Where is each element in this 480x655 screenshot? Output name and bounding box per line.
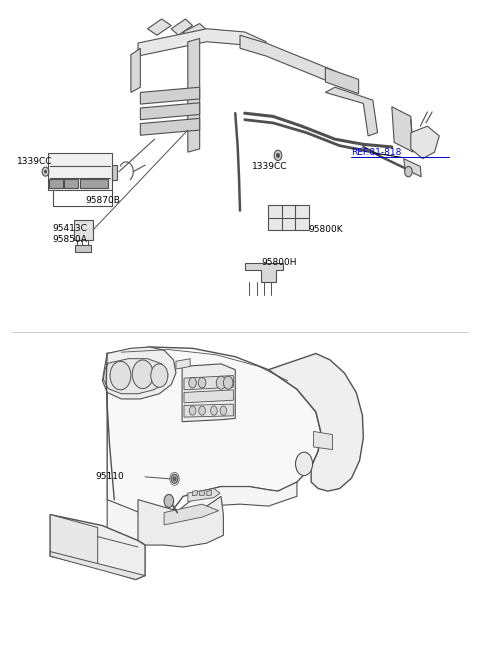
Polygon shape [140, 87, 200, 104]
Polygon shape [200, 491, 204, 496]
Polygon shape [49, 179, 62, 188]
Circle shape [171, 474, 178, 483]
Polygon shape [131, 48, 140, 92]
Polygon shape [192, 491, 197, 496]
Circle shape [220, 406, 227, 415]
Circle shape [296, 452, 312, 476]
Text: 95870B: 95870B [86, 196, 120, 205]
Polygon shape [138, 29, 266, 56]
Polygon shape [50, 515, 97, 568]
Circle shape [199, 406, 205, 415]
Polygon shape [107, 482, 297, 545]
Polygon shape [64, 179, 78, 188]
Text: 95800H: 95800H [261, 258, 297, 267]
Polygon shape [48, 153, 112, 190]
Polygon shape [188, 39, 200, 152]
Polygon shape [147, 19, 171, 35]
Polygon shape [325, 87, 378, 136]
Polygon shape [80, 179, 108, 188]
Polygon shape [245, 263, 283, 282]
Polygon shape [313, 432, 333, 449]
Polygon shape [184, 404, 233, 417]
Circle shape [276, 153, 279, 157]
Polygon shape [171, 19, 192, 35]
Circle shape [173, 477, 176, 481]
Polygon shape [140, 103, 200, 120]
Polygon shape [183, 24, 207, 39]
Text: REF.81-818: REF.81-818 [351, 148, 402, 157]
Text: 95413C: 95413C [53, 224, 87, 233]
Text: 95110: 95110 [96, 472, 124, 481]
Text: 95800K: 95800K [309, 225, 343, 234]
Circle shape [189, 377, 196, 388]
Circle shape [151, 364, 168, 387]
Polygon shape [184, 390, 233, 403]
Polygon shape [102, 347, 176, 399]
Polygon shape [404, 159, 421, 177]
Polygon shape [176, 359, 190, 369]
Circle shape [132, 360, 153, 388]
Circle shape [189, 406, 196, 415]
Circle shape [45, 170, 47, 173]
Polygon shape [392, 107, 413, 152]
Text: 1339CC: 1339CC [17, 157, 52, 166]
Polygon shape [268, 206, 309, 230]
Polygon shape [240, 35, 335, 84]
Circle shape [211, 406, 217, 415]
Polygon shape [112, 165, 117, 180]
Text: 1339CC: 1339CC [252, 162, 288, 171]
Polygon shape [188, 489, 220, 502]
Circle shape [110, 362, 131, 390]
Circle shape [198, 377, 206, 388]
Circle shape [223, 376, 233, 389]
Polygon shape [182, 364, 235, 422]
Polygon shape [103, 359, 168, 394]
Polygon shape [50, 552, 145, 580]
Circle shape [164, 495, 174, 508]
Circle shape [216, 376, 226, 389]
Polygon shape [138, 496, 223, 547]
Polygon shape [50, 515, 145, 580]
Circle shape [274, 150, 282, 160]
Polygon shape [184, 375, 233, 390]
Polygon shape [325, 67, 359, 94]
Circle shape [405, 166, 412, 177]
Polygon shape [164, 504, 219, 525]
Polygon shape [411, 126, 439, 159]
Polygon shape [207, 491, 212, 496]
Text: 95850A: 95850A [53, 234, 87, 244]
Circle shape [42, 167, 49, 176]
Polygon shape [74, 220, 93, 240]
Polygon shape [107, 347, 321, 529]
Polygon shape [268, 354, 363, 491]
Polygon shape [140, 119, 200, 136]
Polygon shape [75, 245, 92, 252]
